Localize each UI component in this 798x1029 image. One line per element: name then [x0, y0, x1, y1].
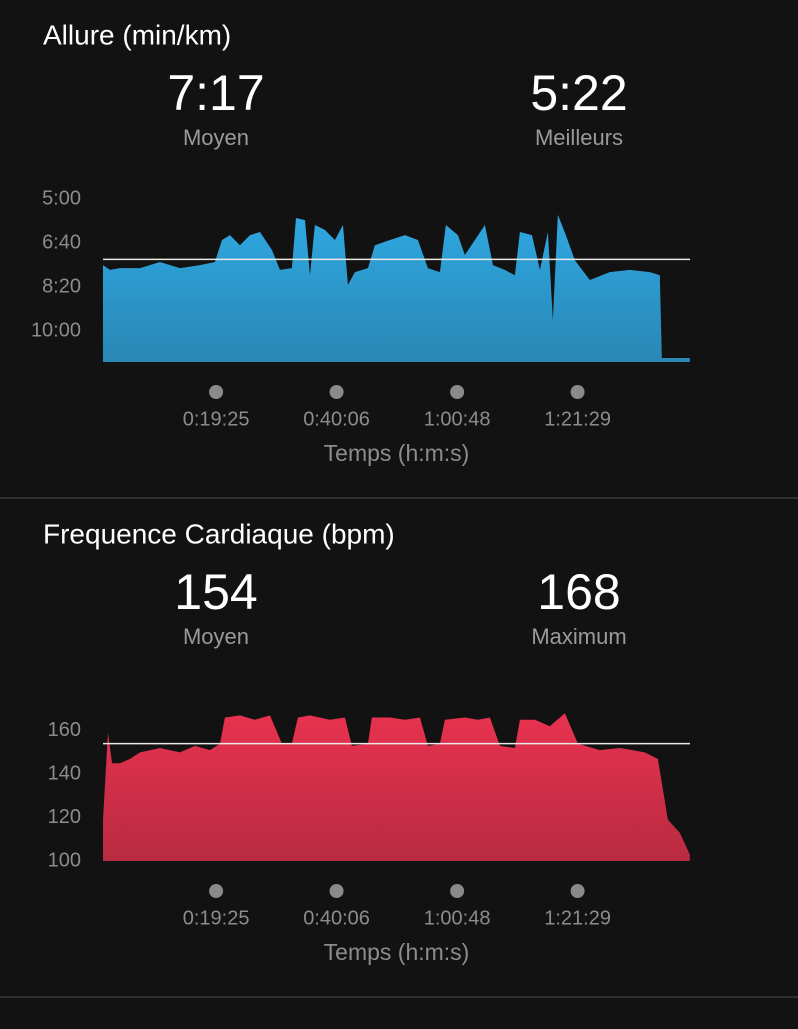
x-tick-label: 1:21:29	[544, 907, 611, 929]
stat-value: 168	[537, 564, 620, 620]
x-tick-label: 0:19:25	[183, 907, 250, 929]
x-axis-label: Temps (h:m:s)	[324, 939, 470, 965]
x-tick-label: 0:19:25	[183, 408, 250, 430]
x-tick-dot	[329, 385, 344, 399]
stat-caption: Moyen	[183, 624, 249, 649]
x-tick-label: 1:00:48	[424, 907, 491, 929]
y-tick-label: 5:00	[42, 187, 81, 209]
x-tick-label: 0:40:06	[303, 408, 370, 430]
x-tick-dot	[570, 884, 585, 898]
x-tick-label: 1:21:29	[544, 408, 611, 430]
section-title: Allure (min/km)	[43, 19, 231, 50]
x-tick-dot	[329, 884, 344, 898]
stat-value: 154	[174, 564, 257, 620]
x-tick-label: 1:00:48	[424, 408, 491, 430]
area	[103, 214, 690, 362]
x-tick-dot	[450, 884, 465, 898]
y-tick-label: 8:20	[42, 275, 81, 297]
y-tick-label: 6:40	[42, 231, 81, 253]
section-title: Frequence Cardiaque (bpm)	[43, 518, 395, 549]
stat-caption: Meilleurs	[535, 125, 623, 150]
y-tick-label: 100	[48, 849, 81, 871]
y-tick-label: 120	[48, 806, 81, 828]
x-axis-label: Temps (h:m:s)	[324, 440, 470, 466]
stat-caption: Maximum	[531, 624, 626, 649]
stat-caption: Moyen	[183, 125, 249, 150]
area	[103, 713, 690, 861]
y-tick-label: 10:00	[31, 319, 81, 341]
x-tick-dot	[570, 385, 585, 399]
x-tick-dot	[209, 385, 224, 399]
stat-value: 7:17	[167, 65, 264, 121]
x-tick-label: 0:40:06	[303, 907, 370, 929]
y-tick-label: 160	[48, 719, 81, 741]
x-tick-dot	[450, 385, 465, 399]
y-tick-label: 140	[48, 762, 81, 784]
stat-value: 5:22	[530, 65, 627, 121]
x-tick-dot	[209, 884, 224, 898]
